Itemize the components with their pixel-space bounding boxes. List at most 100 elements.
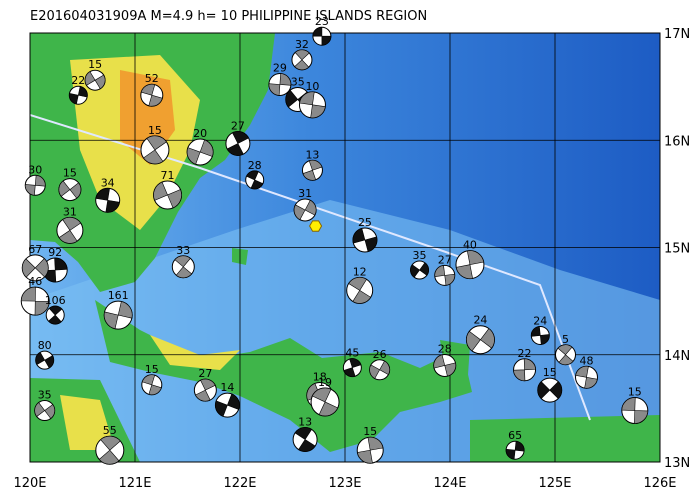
focal-mechanism: 29 — [268, 61, 292, 96]
depth-label: 27 — [438, 253, 452, 266]
depth-label: 13 — [305, 148, 319, 161]
lat-label: 14N — [664, 349, 690, 364]
focal-mechanism: 15 — [141, 363, 163, 396]
compressional-quadrant — [95, 188, 120, 213]
lon-label: 121E — [118, 476, 151, 491]
depth-label: 15 — [628, 386, 642, 399]
focal-mechanism: 27 — [434, 253, 456, 286]
focal-mechanism: 40 — [455, 239, 485, 280]
compressional-quadrant — [268, 73, 292, 96]
focal-mechanism: 34 — [95, 176, 121, 213]
compressional-quadrant — [369, 360, 390, 379]
depth-label: 32 — [295, 38, 309, 51]
compressional-quadrant — [312, 26, 332, 46]
epicenter — [309, 220, 323, 232]
compressional-quadrant — [433, 354, 457, 377]
focal-mechanism: 55 — [95, 424, 125, 465]
compressional-quadrant — [103, 301, 133, 330]
depth-label: 92 — [48, 246, 62, 259]
lon-label: 124E — [433, 476, 466, 491]
depth-label: 27 — [231, 119, 245, 132]
compressional-quadrant — [143, 135, 167, 165]
compressional-quadrant — [22, 258, 49, 278]
focal-mechanism: 23 — [312, 15, 332, 46]
depth-label: 67 — [28, 243, 42, 256]
compressional-quadrant — [20, 286, 50, 316]
depth-label: 24 — [473, 314, 487, 327]
depth-label: 30 — [28, 163, 42, 176]
compressional-quadrant — [621, 397, 649, 424]
map-title: E201604031909A M=4.9 h= 10 PHILIPPINE IS… — [30, 9, 427, 24]
focal-mechanism: 28 — [245, 159, 265, 190]
focal-mechanism: 106 — [45, 294, 66, 325]
depth-label: 18 — [313, 371, 327, 384]
focal-mechanism: 45 — [342, 347, 362, 378]
compressional-quadrant — [455, 250, 485, 279]
focal-mechanism: 80 — [35, 339, 55, 370]
compressional-quadrant — [69, 86, 88, 105]
depth-label: 13 — [298, 415, 312, 428]
compressional-quadrant — [357, 436, 384, 464]
compressional-quadrant — [84, 71, 106, 90]
compressional-quadrant — [294, 427, 316, 452]
depth-label: 31 — [63, 205, 77, 218]
depth-label: 46 — [28, 275, 42, 288]
depth-label: 27 — [198, 367, 212, 380]
focal-mechanism: 15 — [537, 366, 563, 403]
lon-label: 122E — [223, 476, 256, 491]
focal-mechanism: 14 — [214, 381, 240, 418]
depth-label: 15 — [363, 425, 377, 438]
depth-label: 15 — [63, 167, 77, 180]
depth-label: 34 — [101, 176, 115, 189]
depth-label: 40 — [463, 239, 477, 252]
depth-label: 106 — [45, 294, 66, 307]
compressional-quadrant — [140, 83, 163, 107]
lon-label: 120E — [13, 476, 46, 491]
depth-label: 71 — [161, 169, 175, 182]
depth-label: 20 — [193, 127, 207, 140]
depth-label: 28 — [438, 342, 452, 355]
focal-mechanism: 67 — [21, 243, 49, 282]
depth-label: 5 — [562, 333, 569, 346]
focal-mechanism: 15 — [84, 58, 106, 91]
focal-mechanism: 15 — [140, 124, 170, 165]
depth-label: 35 — [291, 75, 305, 88]
depth-label: 31 — [298, 187, 312, 200]
focal-mechanism: 22 — [513, 347, 537, 382]
compressional-quadrant — [246, 170, 264, 190]
focal-mechanism: 25 — [352, 216, 378, 253]
depth-label: 48 — [580, 354, 594, 367]
lat-label: 17N — [664, 27, 690, 42]
focal-mechanism: 5 — [555, 333, 576, 366]
focal-mechanism: 12 — [346, 265, 374, 304]
depth-label: 22 — [518, 347, 532, 360]
focal-mechanism: 28 — [433, 342, 457, 377]
depth-label: 19 — [318, 376, 332, 389]
focal-mechanism: 65 — [505, 429, 525, 460]
compressional-quadrant — [215, 393, 240, 417]
depth-label: 25 — [358, 216, 372, 229]
compressional-quadrant — [352, 228, 378, 252]
depth-label: 55 — [103, 424, 117, 437]
depth-label: 23 — [315, 15, 329, 28]
focal-mechanism: 46 — [20, 275, 50, 316]
compressional-quadrant — [348, 277, 372, 304]
compressional-quadrant — [35, 351, 54, 369]
focal-mechanism: 20 — [186, 127, 214, 166]
compressional-quadrant — [557, 344, 574, 366]
compressional-quadrant — [410, 262, 429, 278]
compressional-quadrant — [58, 180, 82, 199]
depth-label: 161 — [108, 289, 129, 302]
focal-mechanism: 15 — [621, 386, 649, 425]
depth-label: 15 — [148, 124, 162, 137]
compressional-quadrant — [153, 181, 182, 209]
focal-mechanism: 10 — [298, 80, 326, 119]
focal-mechanism: 48 — [575, 354, 598, 389]
compressional-quadrant — [513, 358, 536, 382]
focal-mechanism: 35 — [410, 249, 430, 280]
compressional-quadrant — [186, 139, 214, 165]
compressional-quadrant — [343, 358, 362, 377]
depth-label: 65 — [508, 429, 522, 442]
focal-mechanism: 32 — [291, 38, 313, 71]
